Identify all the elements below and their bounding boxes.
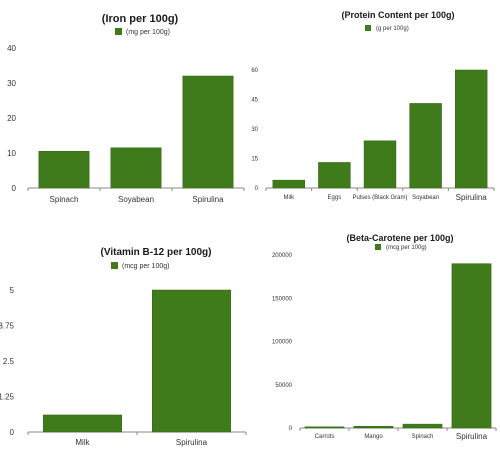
y-tick-label: 1.25 bbox=[0, 392, 15, 401]
x-category-label: Spirulina bbox=[456, 432, 488, 441]
x-category-label: Milk bbox=[75, 438, 90, 447]
bar-spirulina bbox=[182, 75, 234, 189]
chart-title: (Iron per 100g) bbox=[102, 13, 179, 25]
y-tick-label: 60 bbox=[251, 68, 258, 74]
legend-swatch bbox=[111, 262, 118, 269]
legend-label: (mcg per 100g) bbox=[386, 245, 427, 251]
bar-spinach bbox=[402, 423, 443, 429]
y-tick-label: 2.5 bbox=[3, 357, 15, 366]
y-tick-label: 50000 bbox=[275, 383, 292, 389]
legend-swatch bbox=[375, 244, 381, 250]
legend-swatch bbox=[365, 25, 371, 31]
y-tick-label: 150000 bbox=[272, 296, 293, 302]
x-category-label: Spirulina bbox=[456, 193, 488, 202]
x-category-label: Pulses (Black Gram) bbox=[352, 195, 407, 201]
legend-swatch bbox=[115, 28, 122, 35]
protein-chart: (Protein Content per 100g) (g per 100g) 0 1… bbox=[251, 10, 495, 202]
bar-mango bbox=[353, 426, 394, 429]
y-tick-label: 3.75 bbox=[0, 321, 15, 330]
y-tick-label: 0 bbox=[289, 426, 293, 432]
y-tick-label: 0 bbox=[255, 186, 259, 192]
x-category-label: Soyabean bbox=[412, 195, 439, 201]
x-category-label: Spinach bbox=[412, 434, 434, 440]
chart-title: (Beta-Carotene per 100g) bbox=[346, 233, 453, 243]
y-tick-label: 0 bbox=[10, 428, 15, 437]
y-tick-label: 5 bbox=[10, 286, 15, 295]
bar-soyabean bbox=[409, 103, 442, 189]
y-tick-label: 200000 bbox=[272, 253, 293, 259]
chart-title: (Vitamin B-12 per 100g) bbox=[101, 247, 212, 258]
chart-title: (Protein Content per 100g) bbox=[341, 10, 454, 20]
bar-carrots bbox=[304, 426, 345, 429]
y-tick-label: 45 bbox=[251, 98, 258, 104]
beta-carotene-chart: (Beta-Carotene per 100g) (mcg per 100g) 0 5… bbox=[272, 233, 497, 441]
y-tick-label: 30 bbox=[7, 79, 16, 88]
vitamin-b12-chart: (Vitamin B-12 per 100g) (mcg per 100g) 0 1.… bbox=[0, 247, 247, 447]
x-category-label: Eggs bbox=[328, 195, 342, 201]
y-tick-label: 20 bbox=[7, 114, 16, 123]
y-tick-label: 15 bbox=[251, 157, 258, 163]
bar-spirulina bbox=[451, 263, 492, 429]
bar-milk bbox=[272, 179, 306, 189]
x-category-label: Carrots bbox=[315, 434, 335, 440]
bar-spinach bbox=[38, 151, 90, 189]
y-tick-label: 10 bbox=[7, 149, 16, 158]
x-category-label: Soyabean bbox=[118, 195, 154, 204]
y-tick-label: 40 bbox=[7, 44, 16, 53]
legend-label: (g per 100g) bbox=[376, 26, 409, 32]
y-tick-label: 100000 bbox=[272, 340, 293, 346]
x-category-label: Mango bbox=[364, 434, 383, 440]
bar-soyabean bbox=[110, 147, 162, 189]
x-category-label: Spirulina bbox=[192, 195, 224, 204]
y-tick-label: 0 bbox=[12, 184, 17, 193]
bar-milk bbox=[43, 414, 122, 433]
bar-spirulina bbox=[152, 289, 231, 433]
y-tick-label: 30 bbox=[251, 127, 258, 133]
iron-chart: (Iron per 100g) (mg per 100g) 0 10 20 30 40 Spi… bbox=[7, 13, 245, 204]
bar-spirulina bbox=[454, 69, 488, 189]
x-category-label: Spinach bbox=[50, 195, 79, 204]
bar-pulses-black-gram bbox=[363, 140, 397, 189]
x-category-label: Milk bbox=[283, 195, 295, 201]
legend-label: (mcg per 100g) bbox=[122, 263, 169, 270]
bar-eggs bbox=[318, 162, 351, 189]
x-category-label: Spirulina bbox=[176, 438, 208, 447]
legend-label: (mg per 100g) bbox=[126, 29, 170, 36]
